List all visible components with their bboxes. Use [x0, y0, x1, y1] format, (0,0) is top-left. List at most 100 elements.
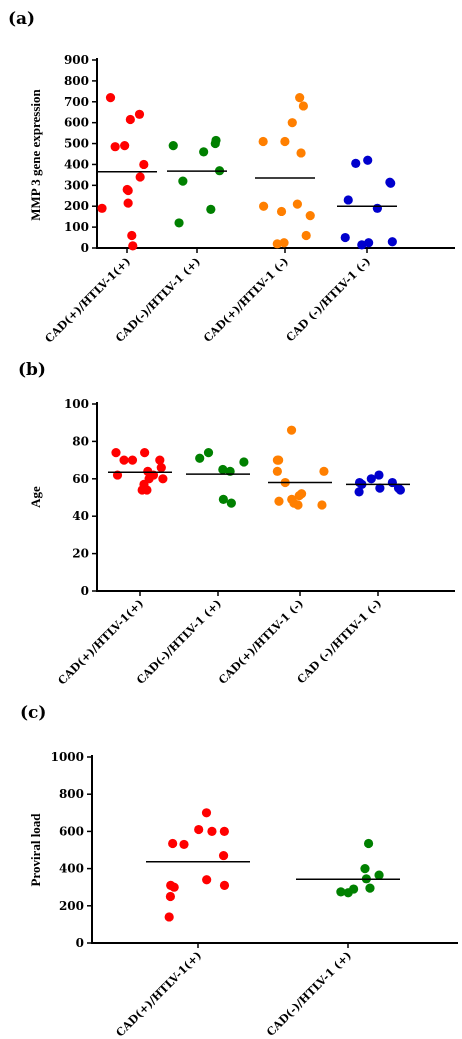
data-point [305, 211, 315, 221]
y-tick-label: 1000 [51, 750, 84, 764]
data-point [218, 464, 228, 475]
y-tick-label: 400 [59, 862, 84, 876]
data-point [168, 838, 178, 849]
panel-a: (a) MMP 3 gene expression 0 100 200 300 400 5… [8, 9, 455, 345]
data-point [294, 491, 304, 501]
axis-lines [96, 58, 455, 249]
y-axis-title: Proviral load [28, 813, 43, 887]
data-point [276, 206, 287, 217]
data-point [292, 199, 302, 209]
data-point [206, 204, 216, 214]
data-point [239, 457, 249, 467]
y-tick-label: 800 [64, 74, 89, 88]
panel-c: (c) Proviral load 0 200 400 600 800 1000 CAD(+… [20, 703, 458, 1039]
data-point [218, 850, 229, 861]
data-point [219, 826, 229, 837]
data-point [286, 425, 297, 435]
data-point [119, 455, 129, 465]
data-point [363, 155, 373, 165]
data-point [156, 462, 166, 473]
y-tick-label: 900 [64, 53, 89, 67]
y-tick-label: 400 [64, 157, 89, 171]
data-point [123, 185, 133, 196]
data-point [110, 142, 120, 152]
y-axis-title: Age [28, 486, 43, 508]
y-tick-label: 80 [72, 434, 89, 448]
data-point [272, 466, 282, 476]
panel-b: (b) Age 020406080100CAD(+)/HTLV-1(+)CAD(… [18, 360, 455, 687]
data-point [134, 109, 145, 119]
data-point [357, 240, 367, 250]
y-axis-title: MMP 3 gene expression [28, 88, 43, 220]
data-point [296, 148, 306, 158]
y-tick-label: 600 [59, 824, 84, 838]
data-point [354, 487, 364, 497]
data-point [336, 887, 346, 897]
x-tick-label: CAD(+)/HTLV-1 (-) [216, 597, 306, 687]
x-tick-label: CAD(+)/HTLV-1(+) [114, 949, 205, 1039]
y-tick-label: 0 [76, 936, 84, 950]
y-tick-label: 800 [59, 787, 84, 801]
data-point [140, 448, 150, 458]
data-point [360, 864, 370, 874]
data-point [123, 198, 133, 208]
axis-lines [96, 402, 455, 592]
y-tick-label: 0 [81, 584, 89, 598]
data-point [298, 101, 309, 111]
data-point [395, 485, 405, 495]
data-point [274, 455, 284, 465]
data-point [155, 455, 165, 465]
data-point [135, 172, 145, 182]
data-point [279, 238, 289, 248]
data-point [258, 136, 268, 147]
data-point [340, 232, 350, 243]
data-point [293, 500, 303, 510]
data-point [351, 158, 361, 168]
panel-label: (b) [18, 360, 46, 380]
data-point [374, 470, 384, 480]
data-point [295, 93, 305, 103]
data-point [226, 498, 236, 508]
data-point [164, 912, 174, 922]
data-point [169, 882, 179, 892]
x-tick-label: CAD (-)/HTLV-1 (-) [284, 255, 373, 344]
data-point [127, 455, 138, 465]
data-point [111, 448, 121, 458]
y-tick-label: 100 [64, 397, 89, 411]
panel-label: (c) [20, 703, 46, 723]
data-point [178, 176, 188, 186]
data-point [287, 118, 297, 128]
data-point [142, 485, 152, 495]
data-point [127, 230, 137, 241]
data-point [210, 138, 220, 149]
data-point [165, 891, 176, 902]
panel-label: (a) [8, 9, 35, 29]
data-point [202, 875, 212, 885]
x-tick-label: CAD (-)/HTLV-1 (-) [295, 597, 384, 686]
data-point [317, 500, 327, 510]
y-tick-label: 300 [64, 178, 89, 192]
y-tick-label: 700 [64, 95, 89, 109]
data-point [120, 141, 130, 151]
data-point [386, 178, 396, 188]
data-point [194, 824, 204, 835]
data-point [363, 838, 374, 849]
y-tick-label: 600 [64, 116, 89, 130]
data-point [343, 195, 353, 205]
y-tick-label: 60 [72, 472, 89, 486]
data-point [387, 237, 397, 247]
data-point [366, 474, 376, 484]
data-point [168, 141, 178, 151]
y-tick-label: 40 [72, 509, 89, 523]
x-tick-label: CAD(-)/HTLV-1 (+) [134, 597, 224, 687]
data-point [125, 114, 135, 125]
data-point [301, 230, 311, 241]
data-point [274, 496, 284, 506]
data-point [105, 93, 116, 103]
data-point [259, 201, 269, 211]
data-point [272, 239, 282, 249]
data-point [374, 870, 384, 880]
data-point [365, 883, 375, 893]
data-point [280, 136, 290, 147]
